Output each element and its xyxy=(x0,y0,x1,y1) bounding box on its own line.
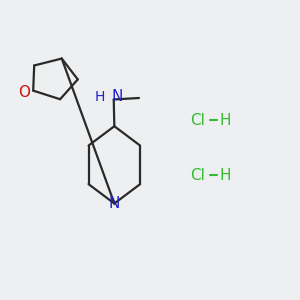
Text: H: H xyxy=(219,168,231,183)
Text: H: H xyxy=(94,89,105,103)
Text: N: N xyxy=(109,196,120,211)
Text: O: O xyxy=(18,85,30,100)
Text: H: H xyxy=(219,113,231,128)
Text: Cl: Cl xyxy=(190,168,205,183)
Text: Cl: Cl xyxy=(190,113,205,128)
Text: N: N xyxy=(112,89,123,104)
